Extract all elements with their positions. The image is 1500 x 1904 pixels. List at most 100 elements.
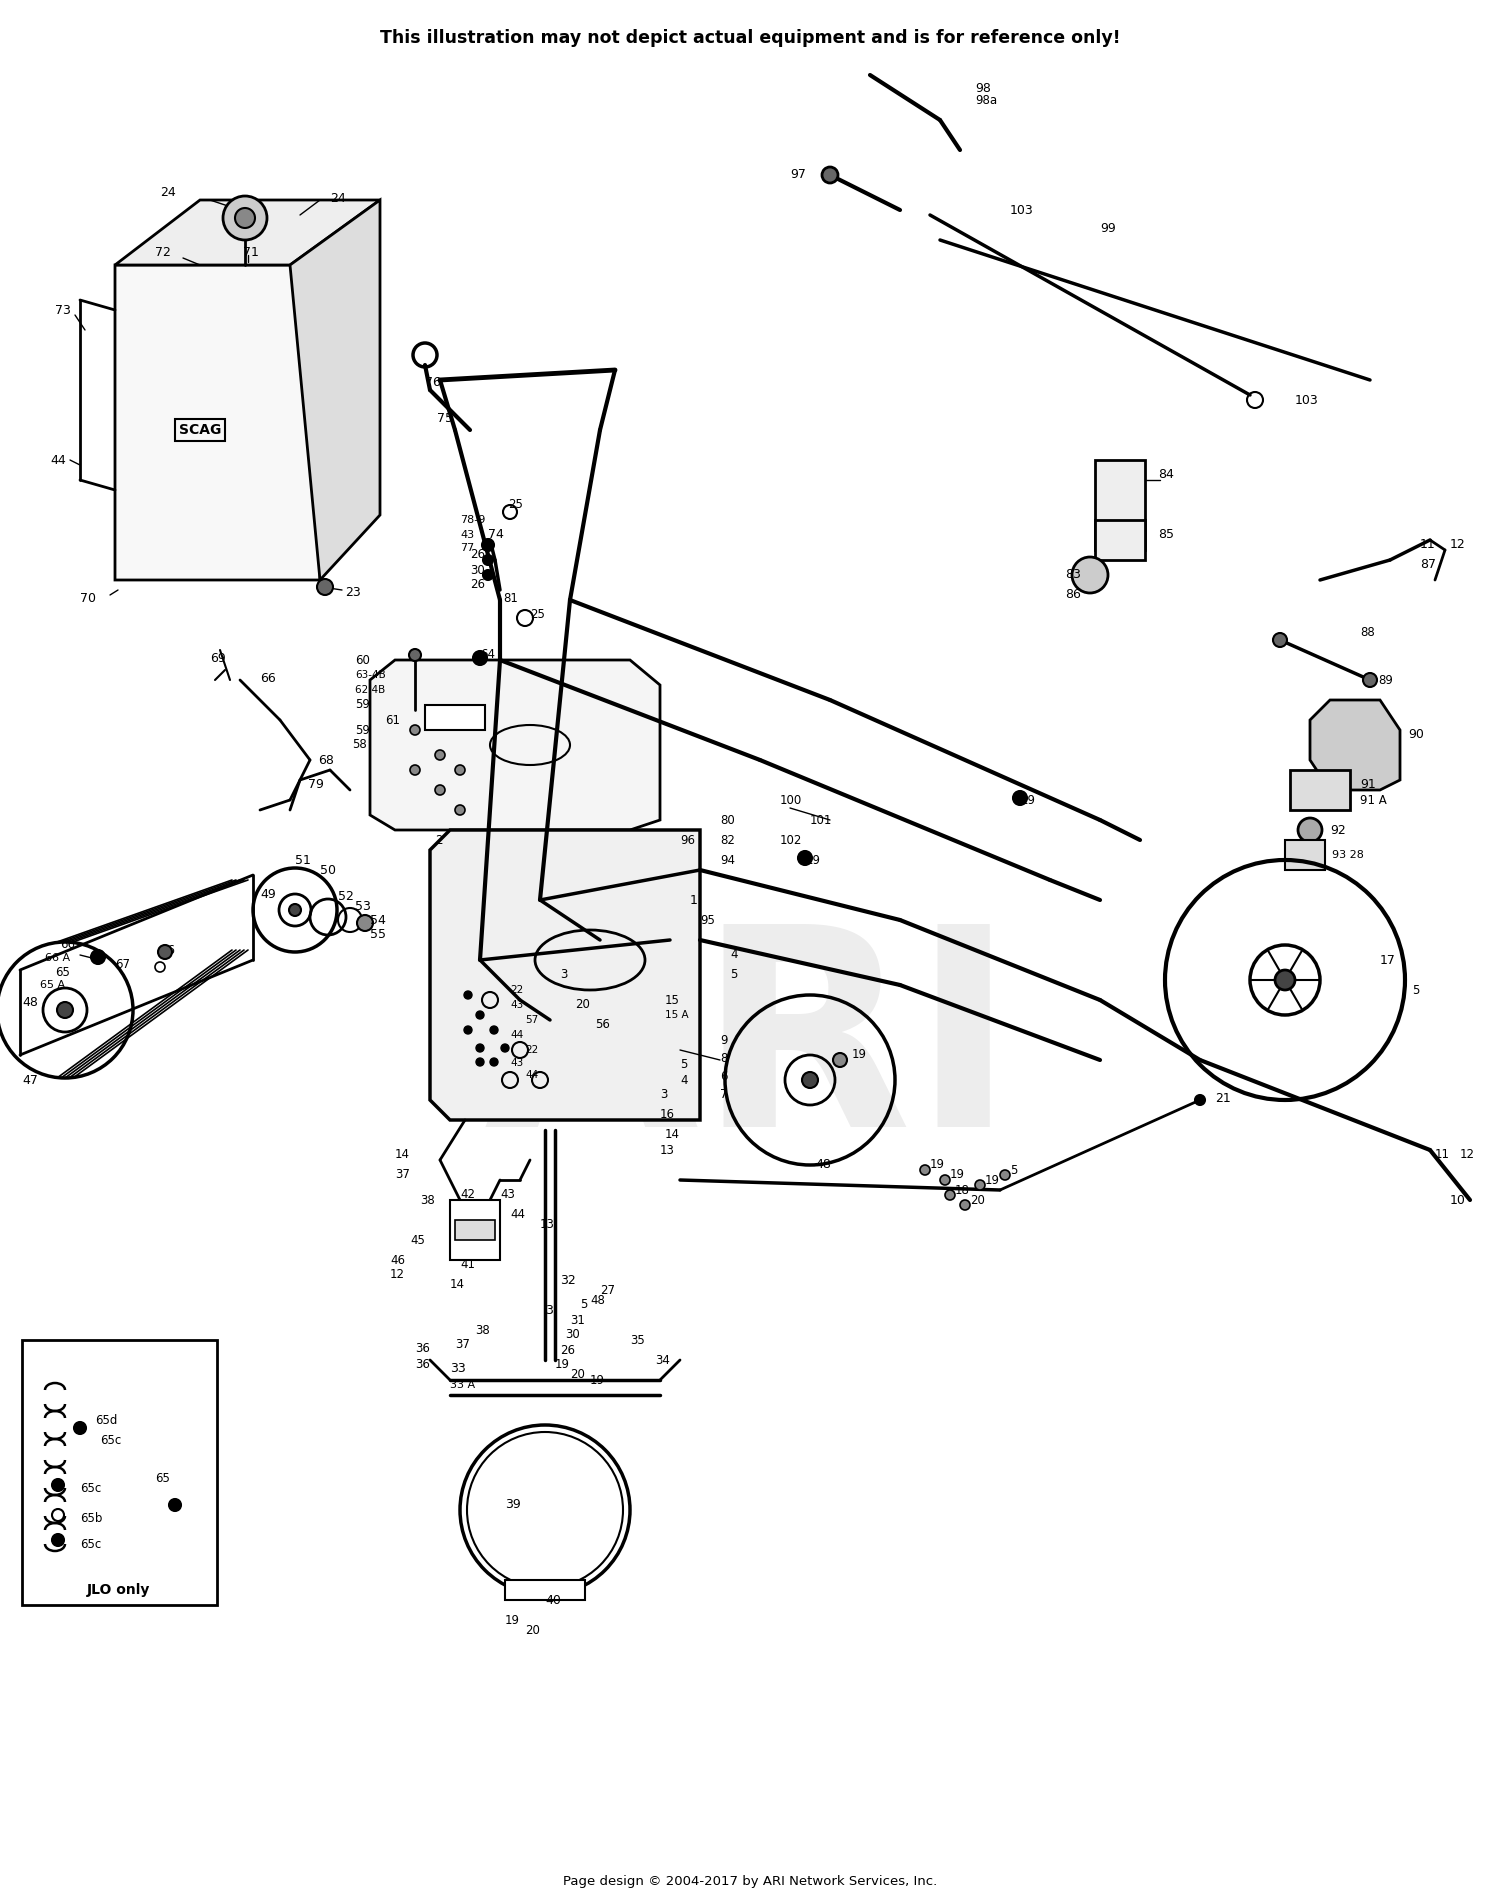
Text: 29: 29 [1020, 794, 1035, 807]
Text: 65: 65 [56, 965, 70, 979]
Bar [506, 1580, 585, 1599]
Circle shape [1072, 558, 1108, 592]
Text: 20: 20 [525, 1624, 540, 1637]
Text: 32: 32 [560, 1274, 576, 1287]
Text: 38: 38 [420, 1194, 435, 1207]
Text: 87: 87 [1420, 558, 1436, 571]
Text: 38: 38 [476, 1323, 489, 1337]
Text: 22: 22 [510, 984, 524, 996]
Text: 12: 12 [1450, 539, 1466, 552]
Text: 66: 66 [60, 939, 75, 952]
Text: 41: 41 [460, 1259, 476, 1272]
Circle shape [53, 1479, 64, 1491]
Circle shape [435, 750, 445, 760]
Text: 48: 48 [22, 996, 38, 1009]
Circle shape [1275, 969, 1294, 990]
Text: 53: 53 [356, 901, 370, 914]
Text: 30: 30 [470, 564, 484, 577]
Text: 37: 37 [394, 1169, 410, 1182]
Text: 24: 24 [160, 187, 176, 200]
Text: 101: 101 [810, 813, 832, 826]
Text: 100: 100 [780, 794, 802, 807]
Text: 50: 50 [320, 864, 336, 876]
Text: 91 A: 91 A [1360, 794, 1386, 807]
Text: 13: 13 [540, 1219, 555, 1232]
Bar [1095, 520, 1144, 560]
Circle shape [410, 649, 422, 661]
Text: 20: 20 [574, 998, 590, 1011]
Text: 74: 74 [488, 529, 504, 541]
Polygon shape [116, 265, 320, 581]
Text: 45: 45 [410, 1234, 424, 1247]
Text: 52: 52 [338, 891, 354, 904]
Text: 3: 3 [560, 969, 567, 981]
Text: 8: 8 [720, 1051, 728, 1064]
Text: 19: 19 [555, 1358, 570, 1371]
Circle shape [464, 990, 472, 1000]
Text: 14: 14 [450, 1278, 465, 1291]
Text: 22: 22 [525, 1045, 538, 1055]
Text: 63-4B: 63-4B [356, 670, 386, 680]
Text: 78-9: 78-9 [460, 514, 486, 526]
Text: 90: 90 [1408, 729, 1424, 741]
Text: 72: 72 [154, 246, 171, 259]
Text: 25: 25 [530, 609, 544, 621]
Circle shape [410, 725, 420, 735]
Circle shape [802, 1072, 818, 1087]
Text: 23: 23 [345, 586, 360, 598]
Circle shape [975, 1180, 986, 1190]
Text: 83: 83 [1065, 569, 1082, 581]
Text: 48: 48 [590, 1293, 604, 1306]
Circle shape [158, 944, 172, 960]
Text: 46: 46 [390, 1253, 405, 1266]
Text: 43: 43 [510, 1000, 524, 1009]
Text: 65c: 65c [80, 1538, 102, 1552]
Circle shape [1196, 1095, 1204, 1104]
Text: 40: 40 [544, 1594, 561, 1607]
Polygon shape [430, 830, 700, 1120]
Text: 68: 68 [318, 754, 334, 767]
Text: 19: 19 [950, 1169, 964, 1182]
Circle shape [435, 784, 445, 796]
Text: 65b: 65b [80, 1512, 102, 1525]
Text: 16: 16 [660, 1108, 675, 1121]
Text: 34: 34 [656, 1354, 670, 1367]
Text: 25: 25 [509, 499, 524, 512]
Text: 93 28: 93 28 [1332, 849, 1364, 861]
Text: 33 A: 33 A [450, 1380, 476, 1390]
Text: 82: 82 [720, 834, 735, 847]
Circle shape [1274, 632, 1287, 647]
Circle shape [798, 851, 812, 864]
Text: 21: 21 [1215, 1091, 1230, 1104]
Text: 47: 47 [22, 1074, 38, 1087]
Bar [450, 1200, 500, 1260]
Circle shape [940, 1175, 950, 1184]
Text: 86: 86 [1065, 588, 1082, 602]
Text: 19: 19 [986, 1173, 1000, 1186]
Text: 65: 65 [154, 1472, 170, 1485]
Text: 7: 7 [720, 1087, 728, 1101]
Circle shape [490, 1026, 498, 1034]
Text: 66: 66 [260, 672, 276, 685]
Text: 94: 94 [720, 853, 735, 866]
Text: 44: 44 [50, 453, 66, 466]
Circle shape [501, 1043, 509, 1053]
Circle shape [822, 168, 839, 183]
Text: 19: 19 [506, 1613, 520, 1626]
Text: JLO only: JLO only [87, 1582, 150, 1597]
Text: 19: 19 [852, 1049, 867, 1062]
Bar [1290, 769, 1350, 809]
Text: ARI: ARI [484, 916, 1016, 1184]
Bar [1286, 840, 1324, 870]
Text: 12: 12 [390, 1268, 405, 1281]
Text: 27: 27 [600, 1283, 615, 1297]
Text: 71: 71 [243, 246, 260, 259]
Circle shape [483, 554, 494, 565]
Text: 70: 70 [80, 592, 96, 604]
Circle shape [357, 916, 374, 931]
Circle shape [92, 950, 105, 963]
Text: 18: 18 [956, 1184, 970, 1196]
Text: 98a: 98a [975, 93, 998, 107]
Circle shape [1364, 672, 1377, 687]
Text: 11: 11 [1436, 1148, 1450, 1161]
